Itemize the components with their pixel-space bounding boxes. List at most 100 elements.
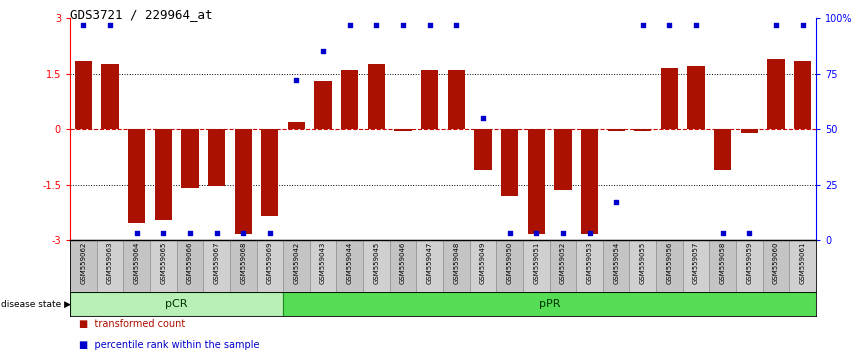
- Bar: [181, 129, 198, 188]
- Bar: [177, 240, 204, 292]
- Point: [556, 230, 570, 236]
- Bar: [501, 129, 518, 196]
- Bar: [736, 240, 763, 292]
- Text: GSM559044: GSM559044: [346, 241, 352, 284]
- Bar: [336, 240, 363, 292]
- Text: GDS3721 / 229964_at: GDS3721 / 229964_at: [70, 8, 212, 22]
- Bar: [576, 240, 603, 292]
- Bar: [128, 129, 145, 223]
- Text: GSM559060: GSM559060: [773, 241, 779, 284]
- Text: GSM559052: GSM559052: [560, 241, 565, 284]
- Point: [183, 230, 197, 236]
- Bar: [368, 64, 385, 129]
- Point: [449, 22, 463, 28]
- Point: [130, 230, 144, 236]
- Bar: [523, 240, 550, 292]
- Point: [476, 115, 490, 121]
- Text: GSM559055: GSM559055: [640, 241, 646, 284]
- Point: [343, 22, 357, 28]
- Bar: [581, 129, 598, 234]
- Bar: [341, 70, 359, 129]
- Text: ■  transformed count: ■ transformed count: [79, 319, 185, 329]
- Bar: [688, 66, 705, 129]
- Point: [236, 230, 250, 236]
- Bar: [283, 240, 310, 292]
- Bar: [767, 59, 785, 129]
- Bar: [155, 129, 172, 219]
- Bar: [603, 240, 630, 292]
- Point: [263, 230, 277, 236]
- Point: [423, 22, 436, 28]
- Bar: [70, 240, 97, 292]
- Text: GSM559064: GSM559064: [133, 241, 139, 284]
- Text: disease state ▶: disease state ▶: [1, 299, 71, 308]
- Bar: [256, 240, 283, 292]
- Text: GSM559069: GSM559069: [267, 241, 273, 284]
- Text: GSM559047: GSM559047: [427, 241, 433, 284]
- Bar: [150, 240, 177, 292]
- Text: GSM559067: GSM559067: [214, 241, 220, 284]
- Bar: [656, 240, 682, 292]
- Bar: [70, 292, 283, 315]
- Point: [662, 22, 676, 28]
- Point: [742, 230, 756, 236]
- Bar: [314, 81, 332, 129]
- Point: [289, 77, 303, 83]
- Text: GSM559050: GSM559050: [507, 241, 513, 284]
- Text: GSM559062: GSM559062: [81, 241, 87, 284]
- Bar: [310, 240, 336, 292]
- Bar: [469, 240, 496, 292]
- Bar: [421, 70, 438, 129]
- Bar: [74, 61, 92, 129]
- Point: [769, 22, 783, 28]
- Text: GSM559059: GSM559059: [746, 241, 753, 284]
- Bar: [229, 240, 256, 292]
- Point: [316, 48, 330, 54]
- Text: GSM559043: GSM559043: [320, 241, 326, 284]
- Bar: [390, 240, 417, 292]
- Bar: [97, 240, 123, 292]
- Bar: [682, 240, 709, 292]
- Bar: [709, 240, 736, 292]
- Bar: [283, 292, 816, 315]
- Point: [76, 22, 90, 28]
- Text: GSM559056: GSM559056: [667, 241, 673, 284]
- Bar: [208, 129, 225, 186]
- Bar: [123, 240, 150, 292]
- Bar: [661, 68, 678, 129]
- Bar: [288, 122, 305, 129]
- Text: GSM559058: GSM559058: [720, 241, 726, 284]
- Point: [583, 230, 597, 236]
- Text: GSM559045: GSM559045: [373, 241, 379, 284]
- Text: pPR: pPR: [539, 299, 560, 309]
- Bar: [204, 240, 229, 292]
- Text: ■  percentile rank within the sample: ■ percentile rank within the sample: [79, 339, 259, 349]
- Text: GSM559053: GSM559053: [586, 241, 592, 284]
- Text: GSM559046: GSM559046: [400, 241, 406, 284]
- Point: [396, 22, 410, 28]
- Text: GSM559042: GSM559042: [294, 241, 300, 284]
- Point: [157, 230, 171, 236]
- Bar: [475, 129, 492, 170]
- Text: GSM559057: GSM559057: [693, 241, 699, 284]
- Point: [796, 22, 810, 28]
- Bar: [448, 70, 465, 129]
- Bar: [714, 129, 732, 170]
- Point: [502, 230, 516, 236]
- Bar: [527, 129, 545, 234]
- Text: GSM559066: GSM559066: [187, 241, 193, 284]
- Text: pCR: pCR: [165, 299, 188, 309]
- Bar: [740, 129, 758, 133]
- Bar: [554, 129, 572, 190]
- Point: [529, 230, 543, 236]
- Point: [210, 230, 223, 236]
- Bar: [235, 129, 252, 234]
- Bar: [101, 64, 119, 129]
- Text: GSM559054: GSM559054: [613, 241, 619, 284]
- Bar: [262, 129, 279, 216]
- Point: [103, 22, 117, 28]
- Bar: [417, 240, 443, 292]
- Point: [716, 230, 730, 236]
- Bar: [630, 240, 656, 292]
- Bar: [394, 129, 411, 131]
